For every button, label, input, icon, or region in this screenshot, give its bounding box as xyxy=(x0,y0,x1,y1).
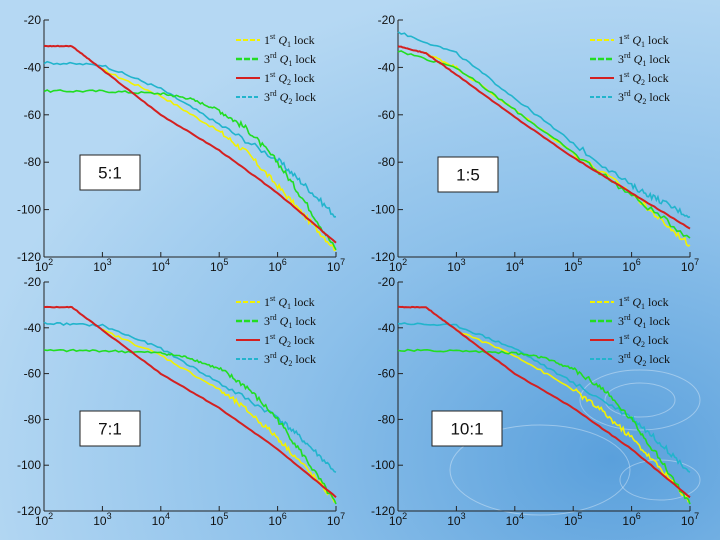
y-tick-label: -40 xyxy=(24,60,42,74)
y-tick-label: -120 xyxy=(371,504,395,518)
ratio-label: 1:5 xyxy=(456,166,480,185)
series-line-3rd-q2-lock xyxy=(43,60,337,218)
series-line-1st-q2-lock xyxy=(397,45,691,230)
legend: 1st Q1 lock 3rd Q1 lock 1st Q2 lock 3rd Q2 … xyxy=(590,32,670,106)
ratio-label-box xyxy=(79,154,141,191)
series-line-3rd-q2-lock xyxy=(397,31,691,219)
y-tick-label: -80 xyxy=(24,155,42,169)
ripple-decoration xyxy=(449,369,701,516)
series-line-1st-q2-lock xyxy=(43,44,337,244)
legend-label: 1st Q2 lock xyxy=(618,70,669,87)
series-line-3rd-q1-lock xyxy=(43,348,337,505)
y-tick-label: -120 xyxy=(17,250,41,264)
legend-label: 3rd Q1 lock xyxy=(264,313,316,330)
series-line-3rd-q1-lock xyxy=(397,348,691,505)
y-tick-label: -40 xyxy=(378,321,396,335)
y-tick-label: -100 xyxy=(17,458,41,472)
y-tick-label: -100 xyxy=(371,203,395,217)
y-tick-label: -80 xyxy=(378,155,396,169)
legend-label: 3rd Q2 lock xyxy=(264,351,316,368)
y-tick-label: -100 xyxy=(17,203,41,217)
y-tick-label: -60 xyxy=(378,367,396,381)
legend: 1st Q1 lock 3rd Q1 lock 1st Q2 lock 3rd Q2 … xyxy=(236,294,316,368)
y-tick-label: -20 xyxy=(378,13,396,27)
y-tick-label: -120 xyxy=(371,250,395,264)
series-line-1st-q1-lock xyxy=(102,328,337,503)
series-line-3rd-q1-lock xyxy=(397,50,691,239)
legend-label: 1st Q2 lock xyxy=(264,70,315,87)
legend-label: 1st Q1 lock xyxy=(264,294,315,311)
series-line-3rd-q2-lock xyxy=(43,321,337,473)
legend-label: 1st Q1 lock xyxy=(264,32,315,49)
legend-label: 3rd Q1 lock xyxy=(618,51,670,68)
ratio-label-box xyxy=(437,156,499,193)
y-tick-label: -80 xyxy=(24,412,42,426)
ratio-label: 5:1 xyxy=(98,164,122,183)
legend-label: 1st Q2 lock xyxy=(264,332,315,349)
series-line-1st-q2-lock xyxy=(44,305,337,499)
ratio-label: 10:1 xyxy=(450,420,483,439)
series-line-3rd-q2-lock xyxy=(397,322,691,473)
ratio-label-box xyxy=(431,410,503,447)
y-tick-label: -40 xyxy=(24,321,42,335)
series-line-1st-q1-lock xyxy=(102,68,337,252)
legend: 1st Q1 lock 3rd Q1 lock 1st Q2 lock 3rd Q2 … xyxy=(236,32,316,106)
legend: 1st Q1 lock 3rd Q1 lock 1st Q2 lock 3rd Q2 … xyxy=(590,294,670,368)
legend-label: 3rd Q1 lock xyxy=(618,313,670,330)
legend-label: 3rd Q2 lock xyxy=(264,89,316,106)
ratio-label: 7:1 xyxy=(98,420,122,439)
series-line-3rd-q1-lock xyxy=(43,89,337,251)
y-tick-label: -80 xyxy=(378,412,396,426)
series-line-1st-q1-lock xyxy=(455,328,691,503)
y-tick-label: -40 xyxy=(378,60,396,74)
y-tick-label: -60 xyxy=(378,108,396,122)
y-tick-label: -120 xyxy=(17,504,41,518)
y-tick-label: -60 xyxy=(24,367,42,381)
y-tick-label: -20 xyxy=(378,275,396,289)
y-tick-label: -100 xyxy=(371,458,395,472)
y-tick-label: -20 xyxy=(24,275,42,289)
legend-label: 3rd Q2 lock xyxy=(618,89,670,106)
legend-label: 3rd Q1 lock xyxy=(264,51,316,68)
legend-label: 1st Q2 lock xyxy=(618,332,669,349)
y-tick-label: -60 xyxy=(24,108,42,122)
legend-label: 1st Q1 lock xyxy=(618,294,669,311)
legend-label: 1st Q1 lock xyxy=(618,32,669,49)
y-tick-label: -20 xyxy=(24,13,42,27)
legend-label: 3rd Q2 lock xyxy=(618,351,670,368)
ratio-label-box xyxy=(79,410,141,447)
series-line-1st-q2-lock xyxy=(397,305,691,499)
